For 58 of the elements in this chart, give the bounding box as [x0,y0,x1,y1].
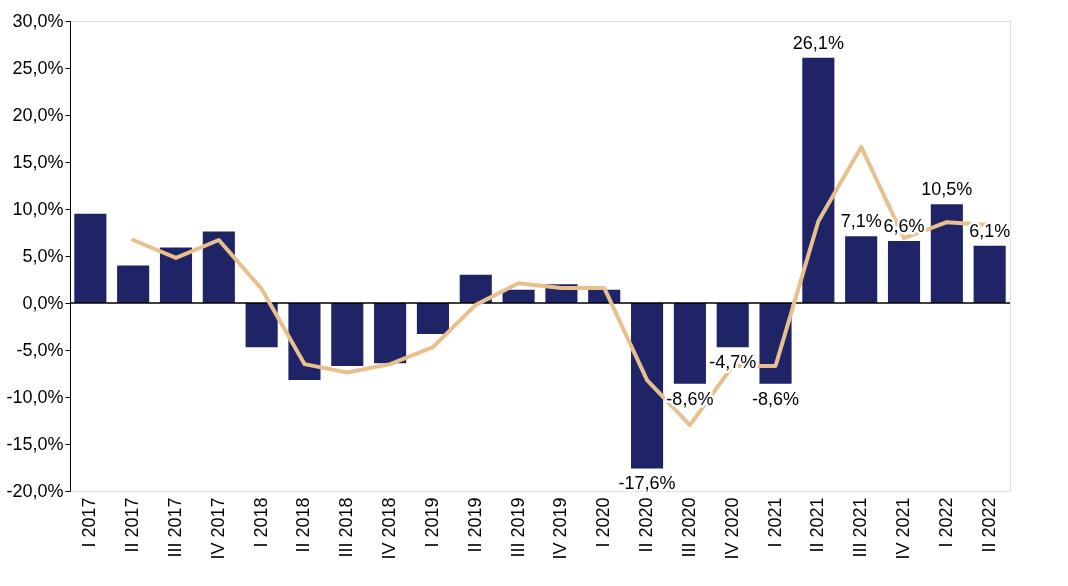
bar [459,274,492,303]
x-tick-label: I 2021 [764,497,785,548]
y-tick-label: 20,0% [12,104,64,125]
x-tick-label: IV 2019 [550,497,571,560]
bar [631,303,664,469]
y-tick-label: 30,0% [12,10,64,31]
x-tick-label: I 2018 [250,497,271,548]
bar [802,57,835,303]
y-tick-label: 25,0% [12,57,64,78]
data-label: -8,6% [752,388,800,409]
x-tick-label: I 2020 [593,497,614,548]
bar [245,303,278,348]
data-label: -8,6% [666,388,714,409]
y-tick-label: 10,0% [12,198,64,219]
bar [673,303,706,384]
bar [716,303,749,348]
x-tick-label: III 2019 [507,497,528,558]
y-tick-label: -20,0% [6,480,64,501]
x-tick-label: IV 2020 [721,497,742,560]
y-tick-label: -10,0% [6,386,64,407]
bar [74,213,107,303]
bar [973,245,1006,303]
data-label: 7,1% [840,211,882,232]
bar [416,303,449,335]
x-tick-label: I 2022 [935,497,956,548]
x-tick-label: II 2021 [807,497,828,553]
x-tick-label: IV 2017 [207,497,228,560]
x-tick-label: II 2018 [293,497,314,553]
bar [887,240,921,303]
x-tick-label: III 2018 [336,497,357,558]
data-label: -4,7% [709,352,757,373]
bar [331,303,364,366]
x-tick-label: III 2021 [850,497,871,558]
x-tick-label: III 2017 [164,497,185,558]
bar [202,231,235,303]
x-tick-label: I 2019 [421,497,442,548]
bar [117,265,150,303]
data-label: 10,5% [921,179,973,200]
y-tick-label: -5,0% [16,339,64,360]
data-label: 6,6% [883,215,925,236]
x-tick-label: IV 2021 [893,497,914,560]
x-tick-label: IV 2018 [379,497,400,560]
bar [374,303,407,364]
bar [930,204,963,303]
x-tick-label: II 2019 [464,497,485,553]
data-label: -17,6% [618,473,676,494]
x-tick-label: III 2020 [678,497,699,558]
y-tick-label: 5,0% [22,245,64,266]
bar [845,236,878,303]
data-label: 6,1% [969,220,1011,241]
y-tick-label: 15,0% [12,151,64,172]
x-tick-label: I 2017 [79,497,100,548]
data-label: 26,1% [792,32,844,53]
y-tick-label: 0,0% [22,292,64,313]
x-tick-label: II 2017 [122,497,143,553]
x-tick-label: II 2020 [636,497,657,553]
y-tick-label: -15,0% [6,433,64,454]
x-tick-label: II 2022 [978,497,999,553]
